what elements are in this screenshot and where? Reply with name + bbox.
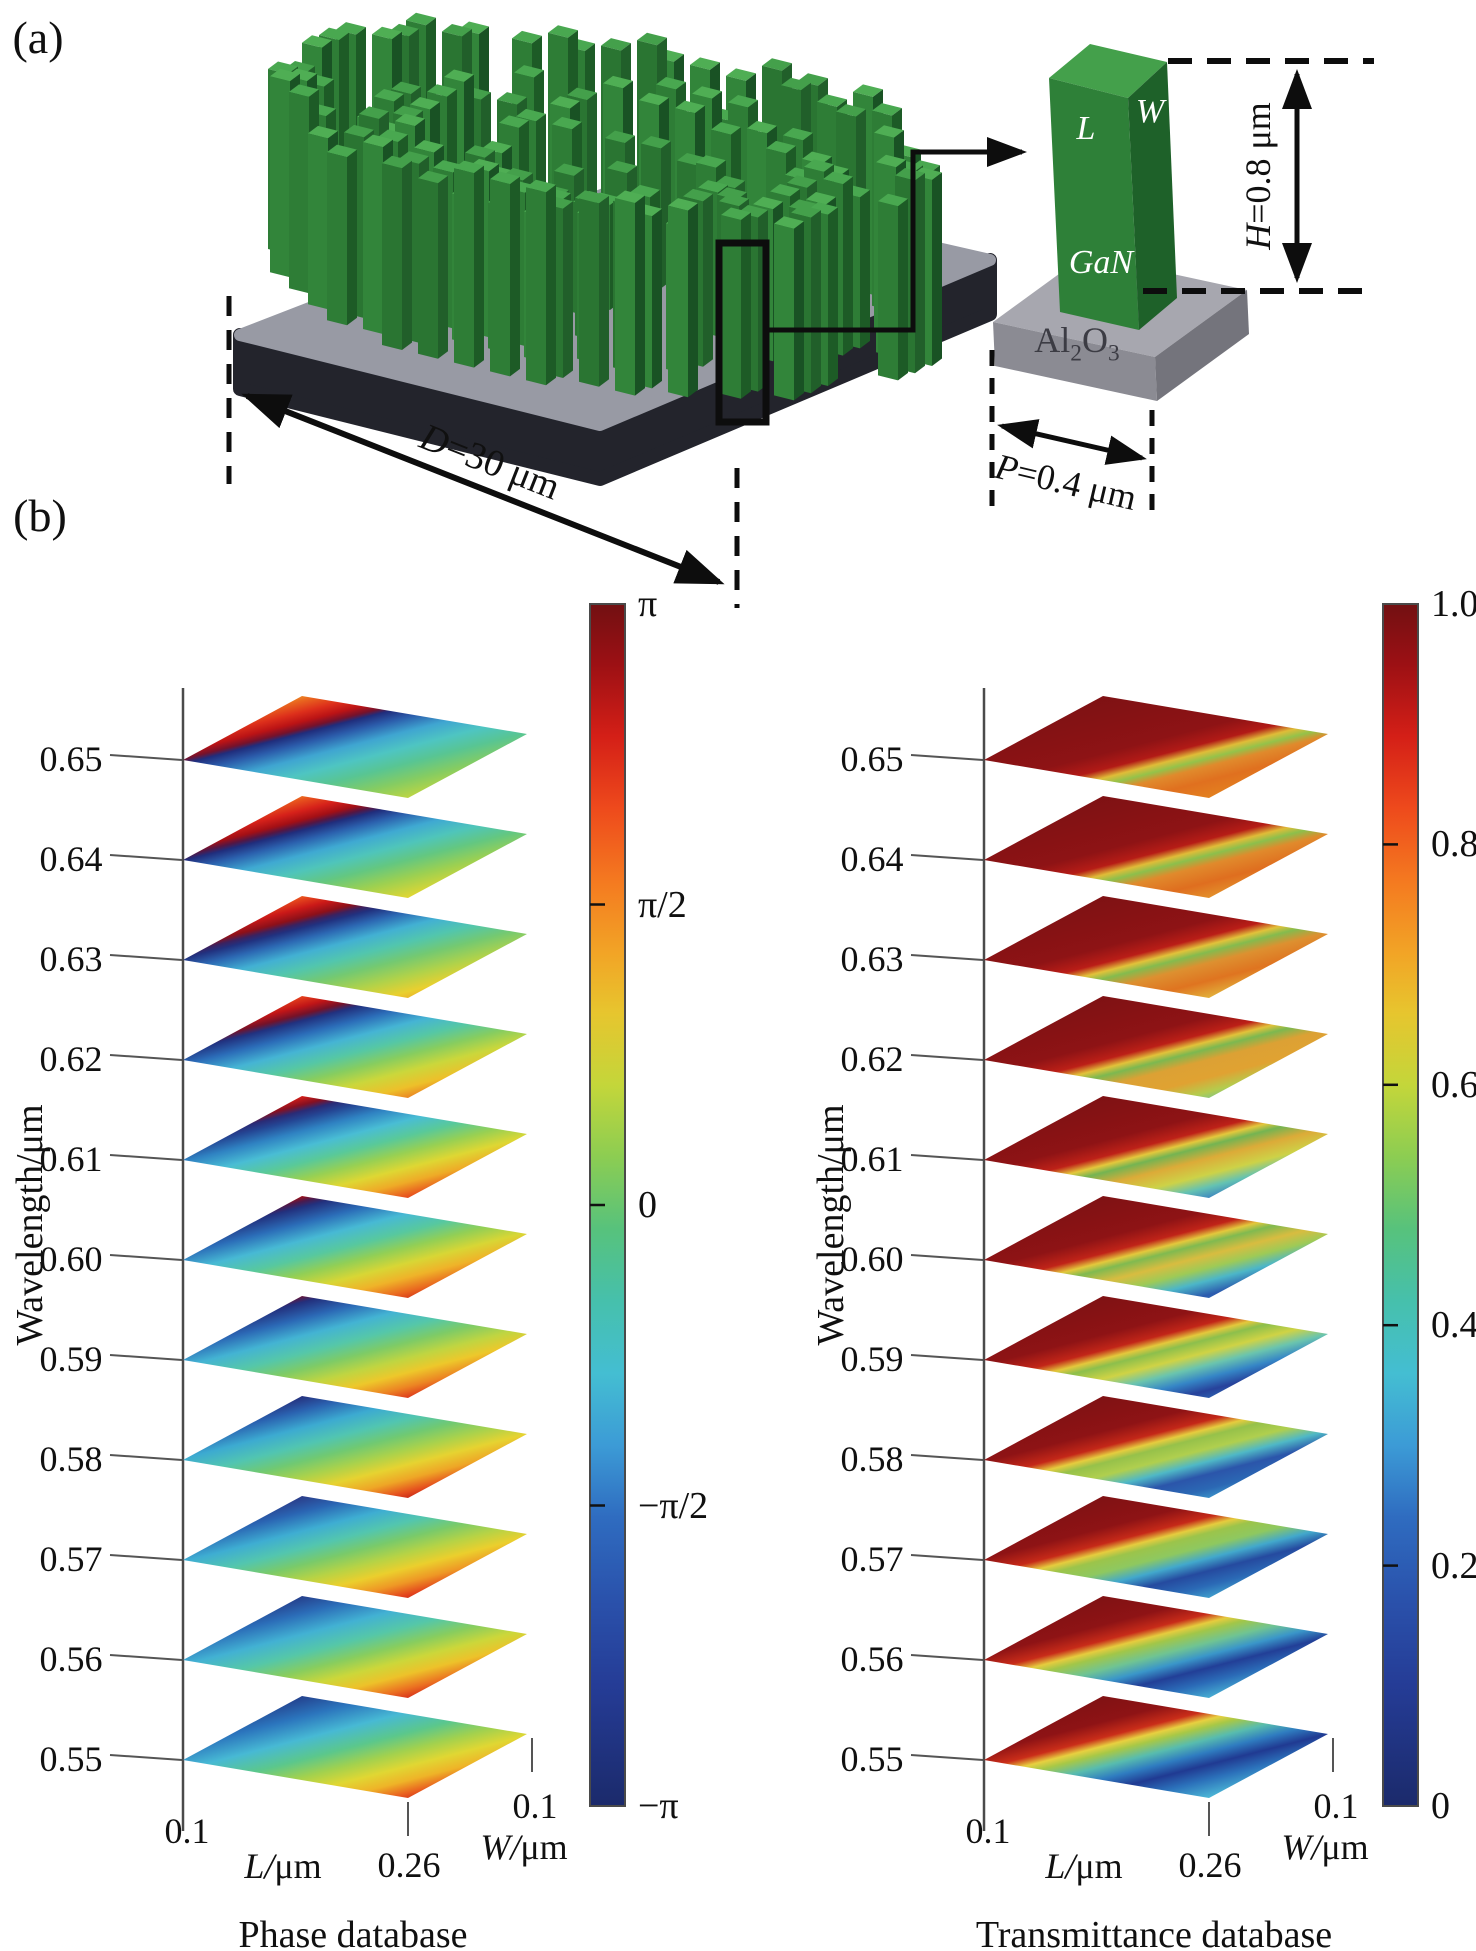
wavelength-tick	[109, 854, 183, 861]
wavelength-tick	[910, 1254, 984, 1261]
zoom-connector-arrow	[766, 137, 1027, 333]
heatmap-sheet	[183, 696, 527, 798]
wavelength-tick	[109, 1154, 183, 1161]
wavelength-tick	[109, 1354, 183, 1361]
wavelength-tick	[910, 1454, 984, 1461]
wavelength-tick	[109, 1054, 183, 1061]
heatmap-sheet	[984, 1096, 1328, 1198]
heatmap-sheet	[183, 1196, 527, 1298]
wavelength-tick	[109, 1654, 183, 1661]
wavelength-tick	[910, 1654, 984, 1661]
heatmap-sheet	[984, 1496, 1328, 1598]
heatmap-sheet	[183, 1696, 527, 1798]
wavelength-tick	[109, 754, 183, 761]
wavelength-tick	[910, 1754, 984, 1761]
heatmap-sheet	[984, 1196, 1328, 1298]
panel-a-label: (a)	[12, 12, 64, 63]
heatmap-sheet	[984, 796, 1328, 898]
wavelength-tick	[109, 1754, 183, 1761]
colorbar	[1382, 603, 1419, 1807]
heatmap-sheet	[183, 1596, 527, 1698]
unit-cell-pillar	[1049, 44, 1177, 330]
heatmap-sheet	[984, 896, 1328, 998]
wavelength-tick	[910, 1554, 984, 1561]
gan-pillar-array	[268, 12, 942, 401]
heatmap-sheet	[984, 696, 1328, 798]
pillar-length-label: L	[1076, 110, 1096, 147]
heatmap-sheet	[183, 1396, 527, 1498]
panel-a-illustration	[226, 12, 1374, 608]
wavelength-tick	[910, 854, 984, 861]
heatmap-sheet	[984, 1596, 1328, 1698]
wavelength-tick	[910, 1354, 984, 1361]
wavelength-tick	[910, 754, 984, 761]
heatmap-sheet	[183, 1096, 527, 1198]
height-dimension-label: H=0.8 μm	[1238, 102, 1278, 250]
heatmap-sheet	[984, 996, 1328, 1098]
wavelength-tick	[109, 954, 183, 961]
panel-b-label: (b)	[13, 490, 67, 541]
heatmap-sheet	[183, 996, 527, 1098]
wavelength-tick	[109, 1254, 183, 1261]
pillar-width-label: W	[1135, 93, 1165, 130]
substrate-material-label: Al2O3	[1034, 320, 1120, 367]
heatmap-sheet	[183, 1496, 527, 1598]
wavelength-tick	[109, 1554, 183, 1561]
wavelength-tick	[910, 1054, 984, 1061]
wavelength-tick	[910, 954, 984, 961]
heatmap-sheet	[984, 1296, 1328, 1398]
wavelength-tick	[109, 1454, 183, 1461]
heatmap-sheet	[183, 1296, 527, 1398]
heatmap-sheet	[183, 896, 527, 998]
heatmap-sheet	[183, 796, 527, 898]
dimension-lines	[226, 58, 1374, 608]
heatmap-sheet	[984, 1696, 1328, 1798]
wavelength-tick	[910, 1154, 984, 1161]
pillar-material-label: GaN	[1068, 244, 1134, 281]
heatmap-sheet	[984, 1396, 1328, 1498]
